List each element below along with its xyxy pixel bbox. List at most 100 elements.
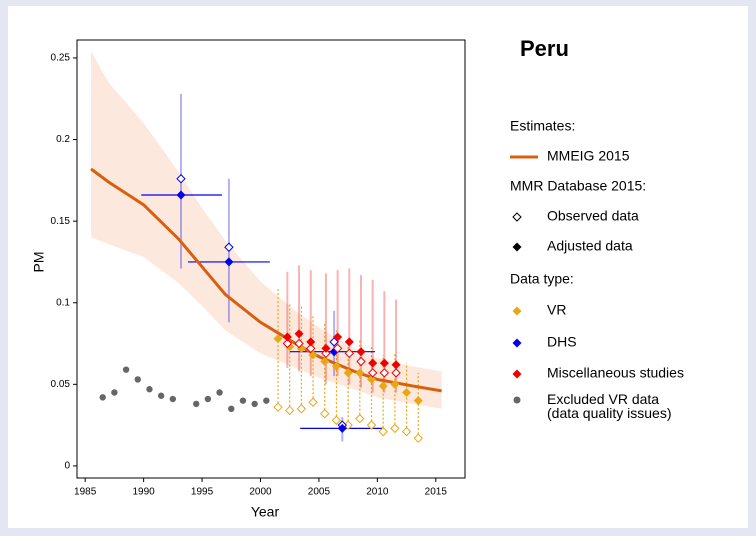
x-tick-label: 2015 [425, 487, 448, 498]
adjusted-point [306, 337, 316, 347]
legend-label: MMEIG 2015 [547, 148, 630, 164]
adjusted-point [176, 190, 186, 200]
text-line: Excluded VR data [547, 391, 659, 407]
legend-swatch [512, 306, 522, 316]
observed-point [379, 368, 390, 378]
legend-label: Excluded VR data (data quality issues) [547, 391, 672, 421]
observed-point [332, 343, 343, 354]
excluded-point [263, 397, 270, 404]
legend-swatch [512, 242, 522, 252]
uncertainty-band [91, 51, 442, 409]
legend-label: DHS [547, 334, 577, 350]
observed-point [356, 356, 366, 367]
excluded-point [157, 392, 165, 399]
excluded-point [122, 366, 130, 373]
excluded-point [193, 400, 200, 408]
observed-point [366, 420, 377, 430]
excluded-point [99, 394, 106, 401]
observed-point [344, 348, 355, 359]
observed-point [308, 397, 318, 407]
excluded-point [111, 389, 118, 396]
legend-heading: MMR Database 2015: [510, 178, 646, 194]
panel [8, 6, 748, 528]
legend-swatch [512, 212, 522, 222]
observed-point [378, 426, 388, 437]
observed-point [224, 242, 234, 252]
excluded-point [251, 400, 258, 408]
adjusted-point [224, 257, 234, 267]
adjusted-point [344, 337, 354, 347]
observed-point [367, 368, 378, 378]
x-tick-label: 1995 [191, 487, 214, 498]
legend-heading: Estimates: [510, 118, 575, 134]
excluded-point [228, 405, 235, 413]
observed-point [273, 402, 283, 412]
y-tick-label: 0.1 [56, 297, 70, 308]
adjusted-point [282, 332, 292, 342]
observed-point [390, 423, 400, 434]
y-tick-label: 0.25 [51, 53, 71, 64]
adjusted-point [378, 381, 388, 391]
plot-frame [76, 39, 466, 479]
adjusted-point [367, 374, 377, 384]
legend-swatch [512, 338, 522, 348]
legend-heading: Data type: [510, 271, 574, 287]
adjusted-point [273, 334, 283, 344]
legend-label: Adjusted data [547, 238, 633, 254]
adjusted-point [390, 379, 400, 389]
excluded-point [134, 376, 141, 383]
excluded-point [204, 395, 212, 403]
chart-title: Peru [520, 36, 569, 61]
legend-label: VR [547, 302, 566, 318]
adjusted-point [337, 423, 347, 433]
observed-point [284, 405, 295, 416]
adjusted-point [355, 368, 365, 378]
excluded-point [239, 397, 247, 404]
y-tick-label: 0.15 [51, 216, 71, 227]
x-tick-label: 1985 [74, 487, 97, 498]
observed-point [355, 413, 365, 424]
adjusted-point [320, 356, 330, 366]
legend-swatch [513, 396, 521, 404]
x-tick-label: 2000 [249, 487, 272, 498]
observed-point [401, 426, 412, 437]
observed-point [306, 343, 316, 354]
observed-point [296, 404, 307, 414]
adjusted-point [343, 368, 353, 378]
text-line: (data quality issues) [547, 405, 672, 421]
observed-point [282, 338, 293, 349]
excluded-point [146, 386, 153, 393]
observed-point [321, 348, 331, 359]
x-axis-label: Year [251, 504, 280, 520]
adjusted-point [413, 396, 423, 406]
adjusted-point [321, 343, 331, 353]
observed-point [331, 415, 342, 425]
excluded-point [216, 389, 223, 396]
x-tick-label: 1990 [132, 487, 155, 498]
observed-point [176, 174, 186, 184]
y-tick-label: 0 [64, 461, 70, 472]
adjusted-point [368, 358, 378, 368]
observed-point [294, 338, 304, 349]
y-axis-label: PM [31, 252, 47, 273]
observed-point [413, 433, 423, 443]
observed-point [320, 408, 330, 419]
adjusted-point [356, 347, 366, 357]
legend-swatch [512, 369, 522, 379]
excluded-point [169, 395, 177, 403]
adjusted-point [294, 329, 304, 339]
adjusted-point [333, 332, 343, 342]
legend-label: Miscellaneous studies [547, 365, 684, 381]
adjusted-point [331, 361, 341, 371]
adjusted-point [391, 360, 401, 370]
observed-point [391, 368, 401, 378]
legend-label: Observed data [547, 208, 639, 224]
x-tick-label: 2005 [308, 487, 331, 498]
adjusted-point [379, 358, 389, 368]
estimate-line [90, 167, 442, 393]
y-tick-label: 0.2 [56, 134, 70, 145]
adjusted-point [402, 387, 412, 397]
x-tick-label: 2010 [366, 487, 389, 498]
y-tick-label: 0.05 [51, 379, 71, 390]
